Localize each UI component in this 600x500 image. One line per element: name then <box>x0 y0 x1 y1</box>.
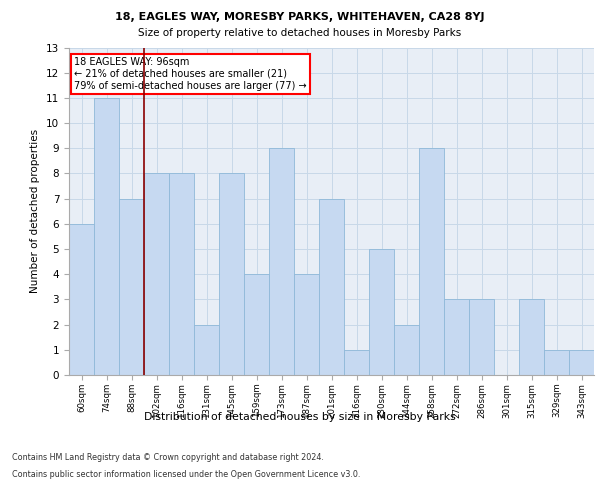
Bar <box>269 148 294 375</box>
Bar <box>444 300 469 375</box>
Bar <box>244 274 269 375</box>
Bar <box>94 98 119 375</box>
Text: Contains HM Land Registry data © Crown copyright and database right 2024.: Contains HM Land Registry data © Crown c… <box>12 452 324 462</box>
Bar <box>419 148 444 375</box>
Bar <box>369 249 394 375</box>
Bar <box>219 174 244 375</box>
Bar <box>544 350 569 375</box>
Text: 18, EAGLES WAY, MORESBY PARKS, WHITEHAVEN, CA28 8YJ: 18, EAGLES WAY, MORESBY PARKS, WHITEHAVE… <box>115 12 485 22</box>
Y-axis label: Number of detached properties: Number of detached properties <box>31 129 40 294</box>
Bar <box>319 198 344 375</box>
Bar <box>569 350 594 375</box>
Text: Distribution of detached houses by size in Moresby Parks: Distribution of detached houses by size … <box>144 412 456 422</box>
Bar <box>344 350 369 375</box>
Bar <box>394 324 419 375</box>
Text: Size of property relative to detached houses in Moresby Parks: Size of property relative to detached ho… <box>139 28 461 38</box>
Bar <box>69 224 94 375</box>
Text: 18 EAGLES WAY: 96sqm
← 21% of detached houses are smaller (21)
79% of semi-detac: 18 EAGLES WAY: 96sqm ← 21% of detached h… <box>74 58 307 90</box>
Bar <box>519 300 544 375</box>
Bar <box>194 324 219 375</box>
Bar <box>169 174 194 375</box>
Bar <box>469 300 494 375</box>
Bar <box>119 198 144 375</box>
Bar <box>294 274 319 375</box>
Bar <box>144 174 169 375</box>
Text: Contains public sector information licensed under the Open Government Licence v3: Contains public sector information licen… <box>12 470 361 479</box>
